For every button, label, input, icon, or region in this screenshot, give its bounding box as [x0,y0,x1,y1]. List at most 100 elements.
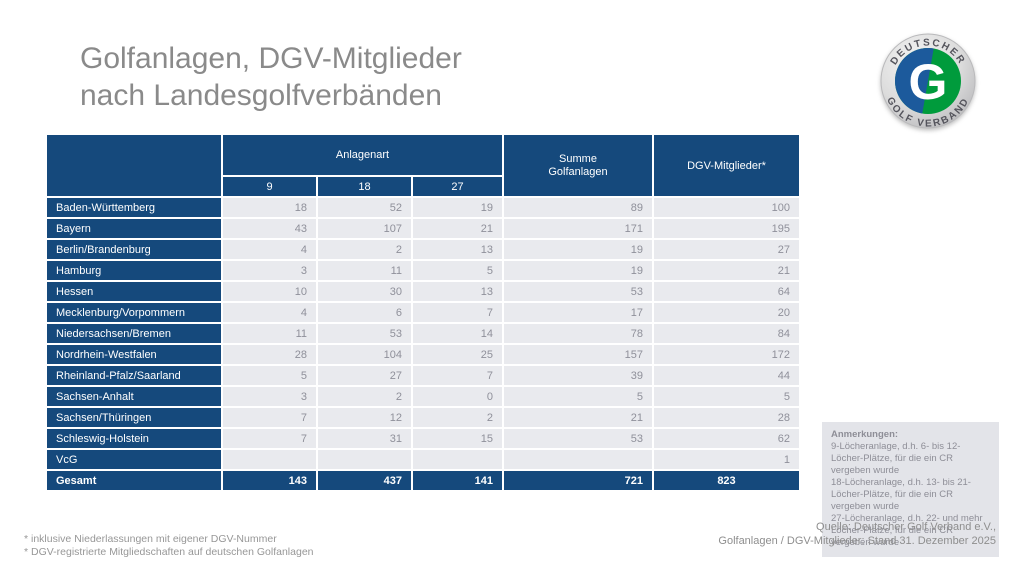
table-cell [413,450,502,469]
table-cell: 2 [318,240,411,259]
table-cell: 53 [504,282,652,301]
table-row: Bayern 43 107 21 171 195 [47,219,799,238]
table-cell: 104 [318,345,411,364]
table-cell: 17 [504,303,652,322]
table-cell: 30 [318,282,411,301]
table-cell: 11 [318,261,411,280]
table-cell: 14 [413,324,502,343]
table-cell: 5 [504,387,652,406]
table-cell: 3 [223,387,316,406]
table-cell: 44 [654,366,799,385]
table-cell: 100 [654,198,799,217]
table-row: Sachsen-Anhalt 3 2 0 5 5 [47,387,799,406]
table-row: Hessen 10 30 13 53 64 [47,282,799,301]
row-label: Mecklenburg/Vorpommern [47,303,221,322]
table-cell: 25 [413,345,502,364]
table-cell: 89 [504,198,652,217]
total-cell: 823 [654,471,799,490]
table-cell: 12 [318,408,411,427]
table-row: Hamburg 3 11 5 19 21 [47,261,799,280]
table-cell: 5 [413,261,502,280]
table-cell: 20 [654,303,799,322]
table-cell: 64 [654,282,799,301]
table-cell: 10 [223,282,316,301]
total-cell: 437 [318,471,411,490]
annotation-item: 27-Löcheranlage, d.h. 22- und mehr Löche… [831,513,983,548]
table-row: Rheinland-Pfalz/Saarland 5 27 7 39 44 [47,366,799,385]
table-cell: 157 [504,345,652,364]
source-attribution: Quelle: Deutscher Golf Verband e.V., Gol… [718,520,996,548]
table-row: Niedersachsen/Bremen 11 53 14 78 84 [47,324,799,343]
table-cell: 5 [223,366,316,385]
table-cell [504,450,652,469]
footnote-line1: * inklusive Niederlassungen mit eigener … [24,533,277,545]
table-cell: 19 [413,198,502,217]
table-cell: 27 [318,366,411,385]
table-cell: 53 [504,429,652,448]
table-cell: 2 [318,387,411,406]
row-label: Niedersachsen/Bremen [47,324,221,343]
table-cell: 31 [318,429,411,448]
table-cell: 3 [223,261,316,280]
page-title-line2: nach Landesgolfverbänden [80,79,442,112]
row-label: Schleswig-Holstein [47,429,221,448]
row-label: Hamburg [47,261,221,280]
subheader-18: 18 [318,177,411,196]
table-cell: 7 [413,303,502,322]
table-cell: 19 [504,261,652,280]
table-cell: 1 [654,450,799,469]
footnote-line2: * DGV-registrierte Mitgliedschaften auf … [24,546,314,558]
table-cell: 21 [413,219,502,238]
subheader-9: 9 [223,177,316,196]
row-label: Nordrhein-Westfalen [47,345,221,364]
table-cell: 7 [413,366,502,385]
total-cell: 721 [504,471,652,490]
table-cell [318,450,411,469]
annotations-heading: Anmerkungen: [831,429,899,440]
table-cell: 15 [413,429,502,448]
table-cell: 7 [223,408,316,427]
table-cell: 0 [413,387,502,406]
table-cell: 6 [318,303,411,322]
logo-g-letter: G [909,54,948,110]
table-row: Berlin/Brandenburg 4 2 13 19 27 [47,240,799,259]
annotations-box: Anmerkungen: 9-Löcheranlage, d.h. 6- bis… [822,422,999,557]
footnotes: * inklusive Niederlassungen mit eigener … [24,533,314,559]
summe-golfanlagen-header: Summe Golfanlagen [504,135,652,196]
table-cell: 195 [654,219,799,238]
table-cell: 21 [504,408,652,427]
row-label: Baden-Württemberg [47,198,221,217]
source-line2: Golfanlagen / DGV-Mitglieder: Stand 31. … [718,535,996,547]
annotation-item: 18-Löcheranlage, d.h. 13- bis 21-Löcher-… [831,477,971,512]
total-cell: 141 [413,471,502,490]
row-label: Berlin/Brandenburg [47,240,221,259]
table-cell: 39 [504,366,652,385]
dgv-logo: DEUTSCHER GOLF VERBAND G [880,33,976,130]
table-row: VcG 1 [47,450,799,469]
table-cell: 13 [413,240,502,259]
row-label: Hessen [47,282,221,301]
table-cell: 27 [654,240,799,259]
total-cell: 143 [223,471,316,490]
table-cell: 62 [654,429,799,448]
table-cell: 2 [413,408,502,427]
table-cell: 4 [223,303,316,322]
page-title-line1: Golfanlagen, DGV-Mitglieder [80,42,462,75]
table-cell: 7 [223,429,316,448]
table-row: Schleswig-Holstein 7 31 15 53 62 [47,429,799,448]
total-row-label: Gesamt [47,471,221,490]
table-cell: 43 [223,219,316,238]
source-line1: Quelle: Deutscher Golf Verband e.V., [816,521,996,533]
row-label: VcG [47,450,221,469]
annotation-item: 9-Löcheranlage, d.h. 6- bis 12-Löcher-Pl… [831,441,961,476]
table-cell: 19 [504,240,652,259]
table-row: Mecklenburg/Vorpommern 4 6 7 17 20 [47,303,799,322]
table-cell: 78 [504,324,652,343]
table-cell [223,450,316,469]
table-cell: 28 [223,345,316,364]
logo-inner-disc: G [895,48,961,114]
row-label: Bayern [47,219,221,238]
table-cell: 5 [654,387,799,406]
table-cell: 28 [654,408,799,427]
table-cell: 171 [504,219,652,238]
